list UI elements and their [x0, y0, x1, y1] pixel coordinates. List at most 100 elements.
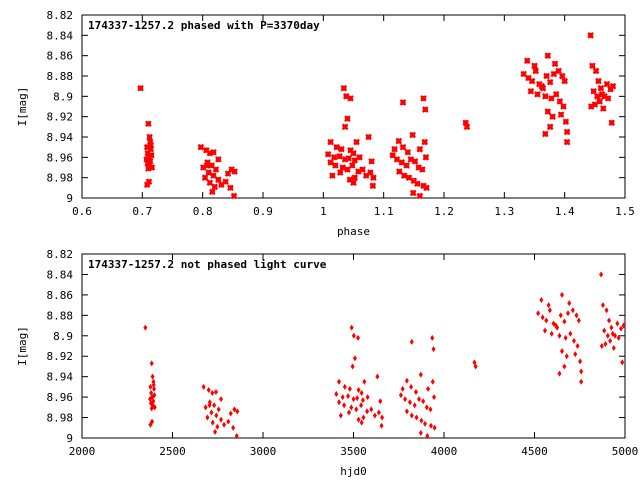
hjd-data-point: [604, 307, 609, 314]
phased-data-point: [531, 62, 538, 70]
hjd-data-point: [213, 389, 218, 395]
hjd-data-point: [409, 338, 414, 345]
phased-data-point: [230, 192, 238, 200]
hjd-data-point: [337, 378, 342, 385]
hjd-data-point: [546, 302, 551, 309]
hjd-data-point: [564, 353, 569, 360]
hjd-data-point: [215, 423, 220, 430]
hjd-data-point: [567, 300, 572, 307]
hjd-data-point: [430, 334, 435, 341]
hjd-data-point: [576, 317, 581, 324]
hjd-data-point: [557, 332, 562, 339]
phased-data-point: [201, 174, 209, 181]
phased-data-point: [532, 67, 539, 75]
hjd-data-point: [608, 337, 613, 344]
hjd-data-point: [610, 330, 615, 337]
phased-data-point: [338, 145, 345, 153]
phased-data-point: [609, 82, 617, 90]
phased-data-point: [399, 143, 407, 151]
hjd-data-point: [574, 312, 579, 319]
hjd-data-point: [404, 408, 409, 415]
phased-ytick-label: 8.84: [47, 29, 74, 42]
phased-data-point: [414, 180, 421, 188]
phased-ytick-label: 8.82: [47, 9, 74, 22]
hjd-data-point: [573, 351, 578, 358]
phased-data-point: [542, 130, 549, 138]
hjd-data-point: [602, 327, 607, 334]
phased-data-point: [146, 133, 153, 141]
phased-data-point: [393, 156, 401, 163]
hjd-data-point: [212, 402, 217, 409]
phased-ytick-label: 9: [66, 192, 73, 205]
hjd-data-point: [356, 334, 361, 341]
phased-data-point: [367, 169, 374, 176]
hjd-data-point: [369, 406, 374, 413]
hjd-data-point: [342, 383, 347, 390]
hjd-data-point: [599, 343, 604, 349]
hjd-data-point: [362, 378, 367, 385]
hjd-data-point: [152, 404, 157, 411]
hjd-data-point: [359, 390, 364, 397]
hjd-data-point: [351, 332, 356, 339]
hjd-data-point: [235, 408, 240, 415]
phased-data-point: [608, 119, 616, 127]
hjd-data-point: [209, 409, 214, 416]
phased-ytick-label: 8.86: [47, 50, 74, 63]
hjd-data-point: [380, 414, 385, 421]
hjd-data-point: [424, 404, 429, 411]
hjd-data-point: [149, 405, 154, 412]
phased-xtick-label: 1: [320, 205, 327, 218]
hjd-data-point: [418, 371, 423, 378]
phased-data-point: [197, 143, 205, 151]
hjd-ytick-label: 8.86: [47, 289, 74, 302]
phased-chart: 0.6 0.7 0.8 0.9 1 1.1 1.2 1.3 1.4 1.5 8.82 8.84 8.86…: [16, 9, 635, 238]
hjd-data-point: [234, 432, 239, 439]
phased-data-point: [395, 137, 403, 145]
hjd-data-point: [575, 343, 580, 349]
phased-data-point: [369, 182, 377, 190]
phased-data-point: [341, 123, 349, 131]
hjd-xtick-label: 2500: [159, 445, 186, 458]
phased-data-point: [422, 106, 429, 113]
hjd-xtick-label: 5000: [612, 445, 639, 458]
hjd-xtick-label: 3500: [340, 445, 367, 458]
hjd-data-point: [226, 418, 231, 425]
hjd-data-point: [425, 432, 430, 439]
phased-ytick-label: 8.96: [47, 151, 74, 164]
phased-data-point: [520, 70, 527, 78]
phased-ytick-label: 8.88: [47, 70, 74, 83]
phased-data-point: [423, 184, 430, 192]
phased-data-point: [209, 188, 216, 196]
phased-data-point: [344, 115, 351, 122]
phased-data-point: [353, 138, 360, 146]
phased-x-axis-label: phase: [337, 225, 370, 238]
phased-data-point: [538, 82, 546, 90]
hjd-ytick-label: 8.84: [47, 268, 74, 281]
phased-data-point: [591, 101, 599, 108]
hjd-data-point: [359, 419, 364, 426]
phased-data-point: [597, 84, 605, 92]
hjd-data-point: [378, 398, 383, 405]
hjd-data-point: [558, 312, 563, 319]
hjd-data-point: [571, 337, 576, 344]
phased-data-point: [523, 57, 531, 65]
hjd-data-point: [542, 327, 547, 334]
hjd-xtick-label: 2000: [69, 445, 96, 458]
hjd-data-point: [222, 421, 227, 428]
hjd-data-point: [210, 390, 215, 397]
hjd-data-point: [579, 378, 584, 385]
phased-data-point: [558, 72, 566, 80]
hjd-data-point: [428, 406, 433, 413]
phased-data-point: [339, 164, 346, 171]
hjd-data-point: [473, 363, 478, 370]
phased-data-point: [351, 157, 358, 164]
phased-data-point: [345, 155, 352, 162]
hjd-plot-frame: [81, 253, 626, 439]
phased-data-point: [420, 95, 427, 102]
hjd-data-point: [203, 404, 208, 411]
hjd-data-point: [409, 412, 414, 419]
hjd-data-point: [428, 422, 433, 429]
phased-data-points: [137, 32, 617, 200]
hjd-data-point: [400, 385, 405, 392]
hjd-data-points: [143, 271, 626, 439]
